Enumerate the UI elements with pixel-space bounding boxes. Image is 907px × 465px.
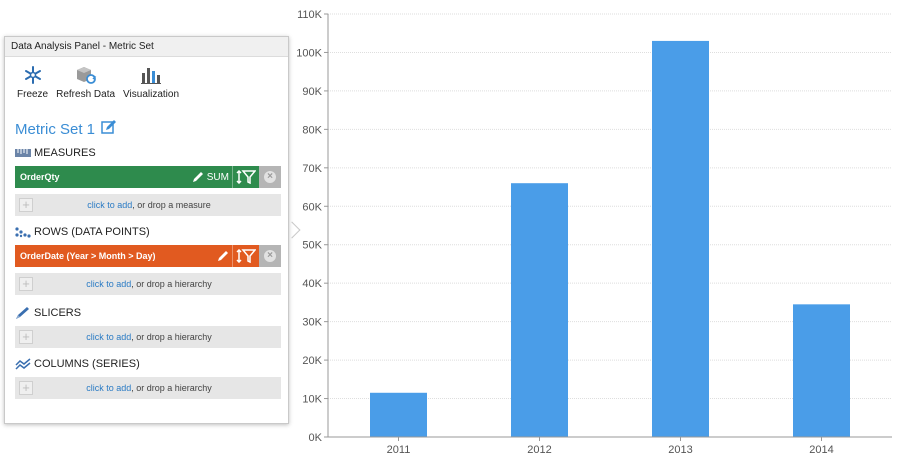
y-tick-label: 110K [297,9,323,21]
y-tick-label: 40K [302,278,322,290]
drop-hint: , or drop a hierarchy [131,279,212,289]
freeze-label: Freeze [17,89,49,100]
y-tick-label: 50K [302,240,322,252]
x-axis: 2011 2012 2013 2014 [328,436,892,456]
click-to-add-link[interactable]: click to add [86,332,132,342]
sort-filter-icon[interactable] [232,166,259,188]
y-tick-label: 80K [302,124,322,136]
freeze-button[interactable]: Freeze [17,64,48,109]
measures-icon [15,147,31,159]
plus-icon[interactable]: + [19,381,33,395]
rows-dropzone[interactable]: + click to add, or drop a hierarchy [15,273,281,295]
freeze-icon [20,64,46,86]
columns-header: COLUMNS (SERIES) [15,356,288,372]
panel-toolbar: Freeze Refresh Data [5,57,288,109]
y-tick-label: 70K [302,163,322,175]
plus-icon[interactable]: + [19,277,33,291]
slicers-label: SLICERS [34,307,82,319]
visualization-label: Visualization [123,89,180,100]
y-tick-label: 0K [309,432,323,444]
row-chip-label: OrderDate (Year > Month > Day) [20,251,156,261]
rows-icon [15,226,31,238]
drop-hint: , or drop a measure [132,200,211,210]
slicers-icon [15,307,31,319]
metric-set-title-row: Metric Set 1 [15,119,288,139]
x-tick-label: 2014 [809,444,833,456]
y-tick-label: 100K [296,47,322,59]
aggregation-label[interactable]: SUM [206,171,229,183]
bar-2012[interactable] [511,183,568,437]
series-icon [15,358,31,370]
plus-icon[interactable]: + [19,330,33,344]
measure-chip-orderqty[interactable]: OrderQty SUM × [15,166,281,188]
edit-name-icon[interactable] [101,119,117,139]
drop-hint: , or drop a hierarchy [131,332,212,342]
y-tick-label: 30K [302,317,322,329]
chart-bars [370,40,850,437]
rows-header: ROWS (DATA POINTS) [15,224,288,240]
x-tick-label: 2013 [668,444,692,456]
sort-filter-icon[interactable] [232,245,259,267]
y-tick-label: 60K [302,201,322,213]
rows-label: ROWS (DATA POINTS) [34,226,150,238]
pencil-icon[interactable] [191,170,205,184]
bar-2014[interactable] [793,304,850,437]
click-to-add-link[interactable]: click to add [87,200,133,210]
metric-set-title[interactable]: Metric Set 1 [15,120,96,138]
visualization-icon [138,64,164,86]
refresh-data-label: Refresh Data [56,89,116,100]
row-chip-orderdate[interactable]: OrderDate (Year > Month > Day) × [15,245,281,267]
visualization-button[interactable]: Visualization [123,64,179,109]
bar-2011[interactable] [370,392,427,437]
columns-label: COLUMNS (SERIES) [34,358,140,370]
measures-dropzone[interactable]: + click to add, or drop a measure [15,194,281,216]
refresh-data-icon [73,64,99,86]
x-tick-label: 2012 [527,444,551,456]
measures-header: MEASURES [15,145,288,161]
bar-2013[interactable] [652,40,709,437]
remove-icon[interactable]: × [259,166,281,188]
measure-chip-label: OrderQty [20,172,60,182]
data-analysis-panel: Data Analysis Panel - Metric Set Freeze [4,36,289,424]
remove-icon[interactable]: × [259,245,281,267]
x-tick-label: 2011 [387,444,411,456]
pencil-icon[interactable] [216,249,230,263]
y-tick-label: 90K [302,86,322,98]
y-tick-label: 20K [302,355,322,367]
columns-dropzone[interactable]: + click to add, or drop a hierarchy [15,377,281,399]
chart-grid [328,13,892,400]
slicers-header: SLICERS [15,305,288,321]
click-to-add-link[interactable]: click to add [86,279,132,289]
panel-title: Data Analysis Panel - Metric Set [5,37,288,57]
y-tick-label: 10K [302,394,322,406]
slicers-dropzone[interactable]: + click to add, or drop a hierarchy [15,326,281,348]
drop-hint: , or drop a hierarchy [131,383,212,393]
refresh-data-button[interactable]: Refresh Data [56,64,115,109]
click-to-add-link[interactable]: click to add [86,383,132,393]
y-axis: 0K 10K 20K 30K 40K 50K 60K 70K 80K 90K 100K 110K [296,9,329,444]
measures-label: MEASURES [34,147,96,159]
plus-icon[interactable]: + [19,198,33,212]
